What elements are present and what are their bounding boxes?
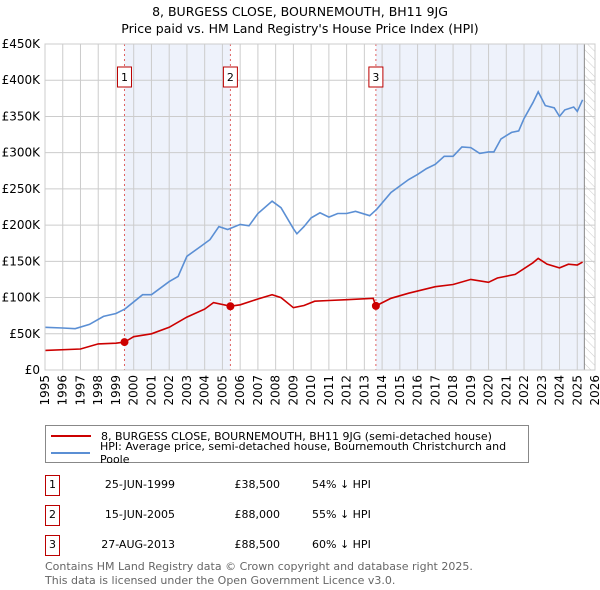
price-chart: 1995 1996 1997 1998 1999 2000 2001 2002 2003 2004… [2, 37, 600, 406]
sale-label: 2 [227, 71, 234, 84]
x-tick-label: 2017 [428, 375, 442, 406]
x-tick-label: 2023 [535, 375, 549, 406]
y-tick-label: £300K [2, 146, 42, 160]
legend-label-hpi: HPI: Average price, semi-detached house,… [99, 440, 507, 466]
x-tick-label: 2014 [375, 375, 389, 406]
x-tick-label: 2024 [553, 375, 567, 406]
x-tick-label: 2008 [269, 375, 283, 406]
x-tick-label: 2000 [127, 375, 141, 406]
x-tick-label: 2004 [198, 375, 212, 406]
x-tick-label: 2003 [180, 375, 194, 406]
x-tick-label: 2005 [215, 375, 229, 406]
x-tick-label: 1998 [91, 375, 105, 406]
x-tick-label: 1996 [56, 375, 70, 406]
x-tick-label: 2020 [482, 375, 496, 406]
x-tick-label: 2006 [233, 375, 247, 406]
sale-label-box [222, 66, 238, 88]
transaction-price: £38,500 [234, 478, 281, 491]
chart-subtitle: Price paid vs. HM Land Registry's House … [121, 21, 479, 36]
x-tick-label: 2015 [393, 375, 407, 406]
x-tick-label: 2010 [304, 375, 318, 406]
x-tick-label: 1995 [38, 375, 52, 406]
legend-label-property: 8, BURGESS CLOSE, BOURNEMOUTH, BH11 9JG … [101, 429, 492, 443]
y-tick-label: £100K [2, 291, 42, 305]
sale-label: 1 [121, 71, 128, 84]
x-tick-label: 2001 [144, 375, 158, 406]
legend-item-property: 8, BURGESS CLOSE, BOURNEMOUTH, BH11 9JG … [46, 428, 492, 444]
transaction-date: 27-AUG-2013 [101, 538, 175, 551]
x-tick-label: 2022 [517, 375, 531, 406]
x-tick-label: 2018 [446, 375, 460, 406]
legend: 8, BURGESS CLOSE, BOURNEMOUTH, BH11 9JG … [45, 425, 529, 466]
sale-point [120, 338, 129, 347]
x-tick-label: 2011 [322, 375, 336, 406]
legend-swatch-property [51, 435, 91, 437]
transaction-number: 3 [45, 535, 60, 556]
forecast-hatch [584, 44, 595, 370]
y-tick-label: £400K [2, 73, 42, 87]
x-tick-label: 2026 [588, 375, 600, 406]
x-tick-label: 2021 [499, 375, 513, 406]
y-tick-label: £0 [25, 363, 40, 377]
plot-border [44, 43, 596, 371]
shaded-region [375, 44, 585, 370]
x-tick-label: 2019 [464, 375, 478, 406]
y-tick-label: £150K [2, 254, 42, 268]
sale-label-box [368, 66, 384, 88]
sale-label-box [116, 66, 132, 88]
y-tick-label: £250K [2, 182, 42, 196]
transaction-price: £88,500 [234, 538, 281, 551]
x-tick-label: 2012 [340, 375, 354, 406]
x-tick-label: 2007 [251, 375, 265, 406]
hpi-line [44, 90, 584, 330]
chart-title: 8, BURGESS CLOSE, BOURNEMOUTH, BH11 9JG [152, 4, 448, 19]
x-tick-label: 2002 [162, 375, 176, 406]
x-tick-label: 2025 [570, 375, 584, 406]
x-tick-label: 2013 [357, 375, 371, 406]
y-tick-label: £50K [9, 327, 41, 341]
sale-point [226, 302, 235, 311]
transaction-number: 2 [45, 505, 60, 526]
transaction-hpi: 54% ↓ HPI [312, 478, 371, 491]
x-tick-label: 2016 [411, 375, 425, 406]
sale-point [371, 301, 380, 310]
transaction-price: £88,000 [234, 508, 281, 521]
transaction-hpi: 60% ↓ HPI [312, 538, 371, 551]
property-price-line [44, 257, 583, 352]
y-tick-label: £350K [2, 109, 42, 123]
shaded-region [124, 44, 231, 370]
transaction-hpi: 55% ↓ HPI [312, 508, 371, 521]
x-tick-label: 2009 [286, 375, 300, 406]
y-tick-label: £450K [2, 37, 42, 51]
footer-copyright: Contains HM Land Registry data © Crown c… [45, 560, 473, 573]
transaction-date: 15-JUN-2005 [104, 508, 175, 521]
legend-item-hpi: HPI: Average price, semi-detached house,… [46, 440, 528, 466]
x-tick-label: 1997 [73, 375, 87, 406]
transaction-number: 1 [45, 475, 60, 496]
x-tick-label: 1999 [109, 375, 123, 406]
footer-licence: This data is licensed under the Open Gov… [45, 574, 396, 587]
transaction-date: 25-JUN-1999 [104, 478, 175, 491]
y-tick-label: £200K [2, 218, 42, 232]
legend-swatch-hpi [51, 452, 90, 454]
sale-label: 3 [372, 71, 379, 84]
